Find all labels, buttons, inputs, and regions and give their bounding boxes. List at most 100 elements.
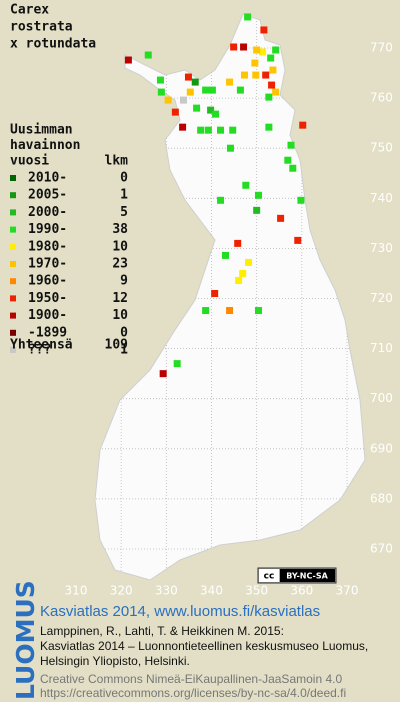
y-tick-label: 740 [370,191,393,205]
legend-count: 10 [112,308,128,323]
observation-square [299,121,307,129]
observation-square [230,43,238,51]
observation-square [173,360,181,368]
observation-square [240,43,248,51]
legend-label: 2005- [28,188,67,203]
observation-square [186,88,194,96]
observation-square [212,110,220,118]
observation-square [234,239,242,247]
legend-count: 10 [112,239,128,254]
legend-title-line: vuosi [10,154,49,169]
legend-count: 1 [120,343,128,358]
observation-square [235,276,243,284]
observation-square [259,48,267,56]
total-value: 109 [105,338,128,353]
cc-badge: cc BY-NC-SA [257,567,337,584]
legend-swatch [10,295,16,302]
legend-title-line: Uusimman [10,123,73,138]
observation-square [260,26,268,34]
observation-square [287,141,295,149]
citation-line: Helsingin Yliopisto, Helsinki. [40,654,190,668]
citation-line: Lamppinen, R., Lahti, T. & Heikkinen M. … [40,624,284,638]
observation-square [217,196,225,204]
x-tick-label: 370 [336,584,359,598]
observation-square [277,214,285,222]
observation-square [226,307,234,315]
legend-count: 38 [112,222,128,237]
observation-square [254,191,262,199]
observation-square [284,156,292,164]
legend-label: -1899 [28,325,67,340]
legend-swatch [10,312,16,319]
observation-square [244,13,252,21]
observation-square [262,71,270,79]
observation-square [164,96,172,104]
observation-square [236,86,244,94]
legend-label: ??? [28,343,51,358]
observation-square [159,370,167,378]
observation-square [222,251,230,259]
legend-swatch [10,329,16,336]
legend-count: 0 [120,325,128,340]
legend-label: 1900- [28,308,67,323]
observation-square [179,96,187,104]
observation-square [179,123,187,131]
observation-square [239,269,247,277]
legend-swatch [10,192,16,199]
observation-square [226,78,234,86]
observation-square [191,78,199,86]
observation-square [269,66,277,74]
legend-swatch [10,243,16,250]
observation-square [124,56,132,64]
observation-square [202,307,210,315]
badge-cc: cc [264,572,275,582]
country-outline [94,13,366,581]
x-tick-label: 360 [290,584,313,598]
observation-square [294,236,302,244]
observations [124,13,307,378]
legend-count: 9 [120,274,128,289]
observation-square [251,59,259,67]
y-tick-label: 710 [370,341,393,355]
count-header: lkm [105,154,129,169]
legend-label: 2000- [28,205,67,220]
observation-square [297,196,305,204]
observation-square [252,71,260,79]
logo: LUOMUS [11,580,40,700]
observation-square [184,73,192,81]
observation-square [253,46,261,54]
total-label: Yhteensä [10,338,73,353]
legend: Carex rostrata x rotundata Uusimmanhavainno… [10,3,128,358]
license-line: Creative Commons Nimeä-EiKaupallinen-Jaa… [40,672,342,686]
legend-swatch [10,347,16,353]
legend-count: 0 [120,171,128,186]
observation-square [272,88,280,96]
legend-count: 12 [112,291,128,306]
observation-square [226,144,234,152]
legend-count: 5 [120,205,128,220]
badge-license: BY-NC-SA [286,572,328,581]
legend-label: 1950- [28,291,67,306]
observation-square [207,106,215,114]
observation-square [202,86,210,94]
y-tick-label: 680 [370,491,393,505]
headline: Kasviatlas 2014, www.luomus.fi/kasviatla… [40,603,320,620]
observation-square [197,126,205,134]
observation-square [242,181,250,189]
y-tick-label: 750 [370,141,393,155]
x-tick-label: 310 [65,584,88,598]
title-line: x rotundata [10,37,96,52]
legend-title-line: havainnon [10,138,80,153]
y-tick-label: 770 [370,41,393,55]
observation-square [265,93,273,101]
title-line: rostrata [10,20,73,35]
legend-label: 1970- [28,257,67,272]
legend-swatch [10,278,16,285]
observation-square [144,51,152,59]
observation-square [267,54,275,62]
observation-square [272,46,280,54]
observation-square [265,123,273,131]
legend-swatch [10,226,16,233]
legend-label: 2010- [28,171,67,186]
